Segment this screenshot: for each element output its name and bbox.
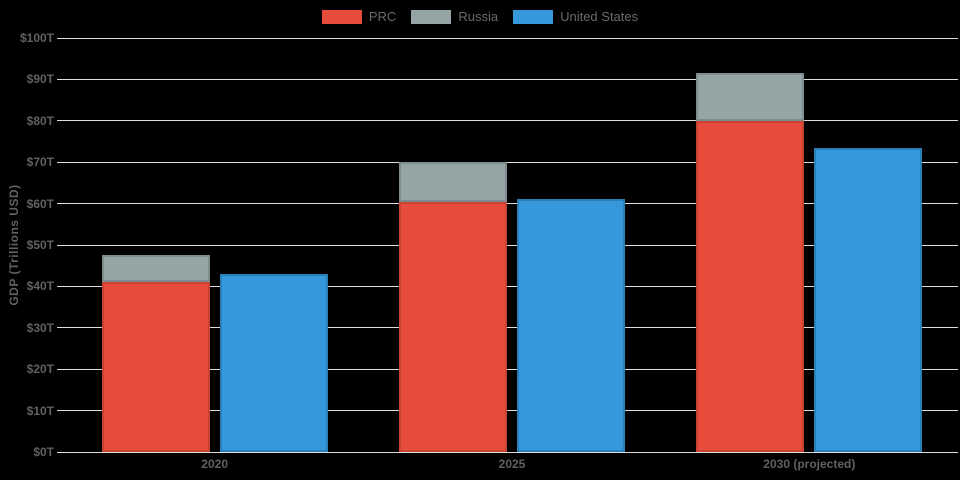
y-tick-mark	[57, 120, 66, 122]
bar-united-states-2020[interactable]	[220, 273, 328, 452]
y-tick-mark	[57, 244, 66, 246]
y-tick-mark	[57, 37, 66, 39]
gridline-0	[66, 451, 958, 453]
y-tick-label: $30T	[26, 320, 54, 335]
y-tick-label: $60T	[26, 196, 54, 211]
gridline-40	[66, 285, 958, 287]
y-tick-mark	[57, 451, 66, 453]
y-tick-label: $40T	[26, 279, 54, 294]
y-tick-label: $20T	[26, 362, 54, 377]
y-tick-label: $80T	[26, 113, 54, 128]
x-tick-label-2020: 2020	[201, 457, 229, 471]
y-tick-mark	[57, 327, 66, 329]
gridline-70	[66, 161, 958, 163]
bar-russia-2030[interactable]	[696, 73, 804, 121]
y-tick-label: $10T	[26, 403, 54, 418]
gridline-80	[66, 120, 958, 122]
legend-item-label: PRC	[368, 9, 397, 24]
y-tick-mark	[57, 203, 66, 205]
legend-item-united-states[interactable]: United States	[513, 9, 638, 24]
x-tick-label-2025: 2025	[498, 457, 526, 471]
gridline-100	[66, 37, 958, 39]
y-tick-label: $90T	[26, 72, 54, 87]
gridline-90	[66, 78, 958, 80]
bar-prc-2020[interactable]	[102, 282, 210, 452]
gridline-50	[66, 244, 958, 246]
y-tick-mark	[57, 368, 66, 370]
y-tick-mark	[57, 410, 66, 412]
legend-item-label: Russia	[458, 9, 499, 24]
y-tick-label: $100T	[19, 31, 54, 45]
gridline-10	[66, 410, 958, 412]
bar-united-states-2030[interactable]	[814, 147, 922, 452]
gridline-20	[66, 368, 958, 370]
y-tick-mark	[57, 161, 66, 163]
y-tick-label: $0T	[33, 445, 54, 459]
bar-prc-2025[interactable]	[399, 201, 507, 452]
gridline-60	[66, 203, 958, 205]
legend-swatch-icon	[321, 9, 362, 24]
legend-item-label: United States	[560, 9, 639, 24]
bar-russia-2020[interactable]	[102, 255, 210, 283]
legend-swatch-icon	[411, 9, 452, 24]
bar-prc-2030[interactable]	[696, 120, 804, 452]
legend-item-prc[interactable]: PRC	[321, 9, 397, 24]
bar-united-states-2025[interactable]	[517, 199, 625, 452]
y-tick-mark	[57, 285, 66, 287]
y-tick-mark	[57, 78, 66, 80]
y-tick-label: $70T	[26, 155, 54, 170]
y-tick-label: $50T	[26, 238, 54, 252]
legend-swatch-icon	[513, 9, 554, 24]
x-tick-label-2030: 2030 (projected)	[763, 457, 856, 471]
bar-russia-2025[interactable]	[399, 162, 507, 202]
gridline-30	[66, 327, 958, 329]
plot-area	[66, 37, 958, 453]
legend: PRC Russia United States	[0, 9, 960, 24]
legend-item-russia[interactable]: Russia	[411, 9, 498, 24]
